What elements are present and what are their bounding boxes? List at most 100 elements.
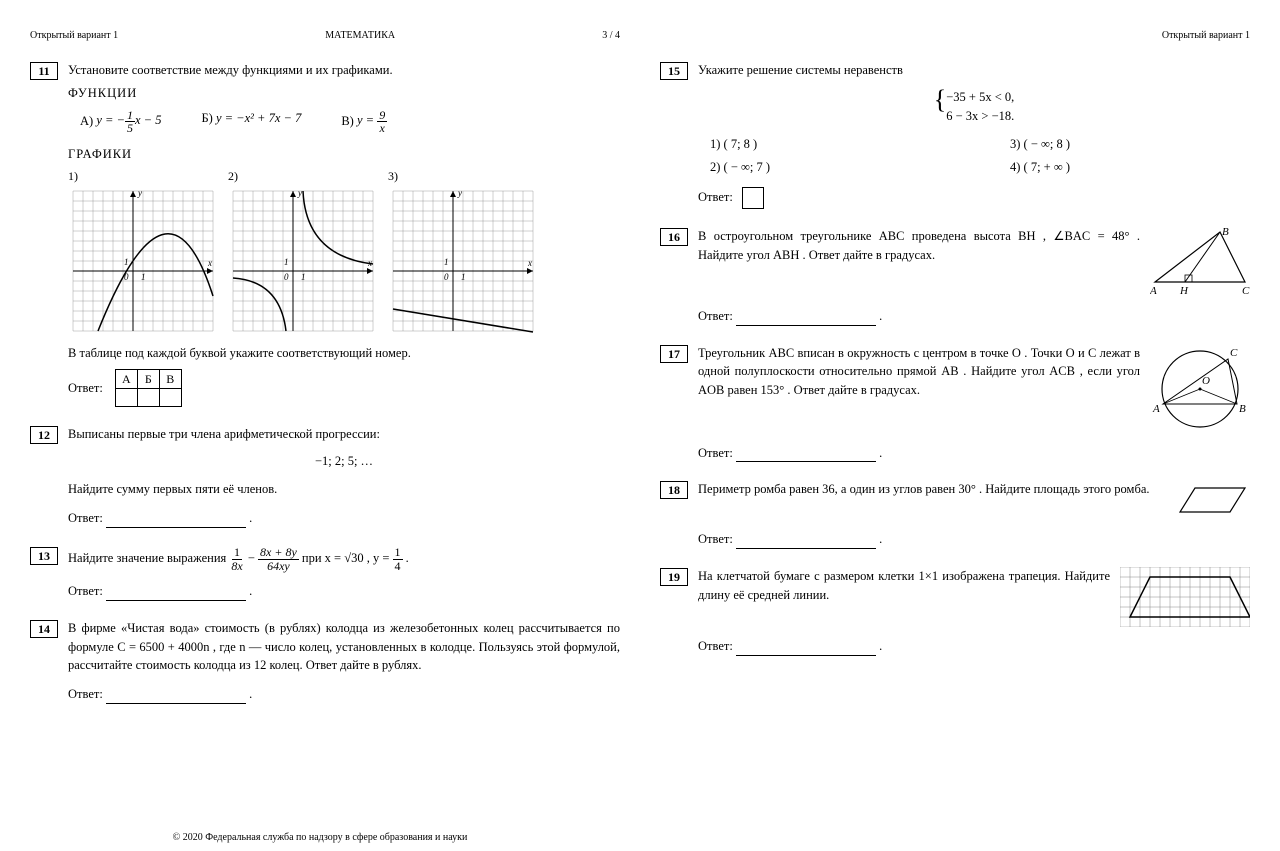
p14-text: В фирме «Чистая вода» стоимость (в рубля… <box>68 619 620 675</box>
answer-blank[interactable] <box>106 692 246 704</box>
f3n: 1 <box>393 546 403 560</box>
p15-answer: Ответ: <box>698 187 1250 209</box>
fV-label: В) <box>341 113 354 127</box>
problem-number: 12 <box>30 426 58 444</box>
svg-text:1: 1 <box>444 257 449 267</box>
answer-label: Ответ: <box>68 511 103 525</box>
p18-answer: Ответ: . <box>698 530 1250 549</box>
graph-2-svg: 0 1 1 x y <box>228 186 378 336</box>
problem-body: В остроугольном треугольнике ABC проведе… <box>698 227 1250 326</box>
f1n: 1 <box>232 546 242 560</box>
svg-text:1: 1 <box>124 257 129 267</box>
problem-number: 19 <box>660 568 688 586</box>
opt-4: 4) ( 7; + ∞ ) <box>1010 158 1250 177</box>
p12-text2: Найдите сумму первых пяти её членов. <box>68 480 620 499</box>
p15-system: { −35 + 5x < 0, 6 − 3x > −18. <box>698 88 1250 126</box>
svg-text:x: x <box>527 258 532 268</box>
p16-figure: A H C B <box>1150 227 1250 297</box>
th-B: Б <box>137 369 159 388</box>
answer-label: Ответ: <box>698 309 733 323</box>
cell-A[interactable] <box>115 388 137 406</box>
problem-13: 13 Найдите значение выражения 18x − 8x +… <box>30 546 620 601</box>
graph-3-svg: 0 1 1 x y <box>388 186 538 336</box>
sys-line1: −35 + 5x < 0, <box>946 88 1014 107</box>
problem-body: Периметр ромба равен 36, а один из углов… <box>698 480 1250 549</box>
p17-figure: A B C O <box>1150 344 1250 434</box>
fV-n: 9 <box>377 109 387 123</box>
sys-line2: 6 − 3x > −18. <box>946 107 1014 126</box>
problem-number: 14 <box>30 620 58 638</box>
fV-eq: y = 9x <box>357 113 387 127</box>
p19-text: На клетчатой бумаге с размером клетки 1×… <box>698 567 1110 605</box>
answer-label: Ответ: <box>698 532 733 546</box>
p13-pre: Найдите значение выражения <box>68 551 229 565</box>
answer-blank[interactable] <box>736 537 876 549</box>
fA-d: 5 <box>125 122 135 135</box>
answer-blank[interactable] <box>106 589 246 601</box>
header-right: Открытый вариант 1 <box>660 30 1250 41</box>
cell-B[interactable] <box>137 388 159 406</box>
graph-3: 3) 0 1 1 x y <box>388 167 538 336</box>
p16-text: В остроугольном треугольнике ABC проведе… <box>698 227 1140 265</box>
p11-text: Установите соответствие между функциями … <box>68 61 620 80</box>
svg-text:1: 1 <box>141 272 146 282</box>
fA-eq: y = −15x − 5 <box>96 113 161 127</box>
svg-text:x: x <box>207 258 212 268</box>
svg-text:1: 1 <box>284 257 289 267</box>
brace-icon: { <box>934 88 946 126</box>
opt-2: 2) ( − ∞; 7 ) <box>710 158 950 177</box>
problem-body: Укажите решение системы неравенств { −35… <box>698 61 1250 209</box>
f1d: 8x <box>229 560 244 573</box>
answer-blank[interactable] <box>106 516 246 528</box>
f3d: 4 <box>393 560 403 573</box>
p19-figure <box>1120 567 1250 627</box>
answer-blank[interactable] <box>736 644 876 656</box>
svg-text:y: y <box>297 188 302 198</box>
f-A: А) y = −15x − 5 <box>80 109 161 135</box>
p17-text: Треугольник ABC вписан в окружность с це… <box>698 344 1140 400</box>
p11-graph-heading: ГРАФИКИ <box>68 145 620 164</box>
cell-V[interactable] <box>159 388 181 406</box>
right-column: Открытый вариант 1 15 Укажите решение си… <box>660 30 1250 722</box>
f-B: Б) y = −x² + 7x − 7 <box>201 109 301 135</box>
problem-12: 12 Выписаны первые три члена арифметичес… <box>30 425 620 528</box>
answer-blank[interactable] <box>736 314 876 326</box>
fA-n: 1 <box>125 109 135 123</box>
header-variant: Открытый вариант 1 <box>30 30 118 41</box>
lab-A: A <box>1150 285 1157 297</box>
problem-16: 16 В остроугольном треугольнике ABC пров… <box>660 227 1250 326</box>
p13-dot: . <box>406 551 409 565</box>
answer-box[interactable] <box>742 187 764 209</box>
answer-label: Ответ: <box>698 446 733 460</box>
problem-body: Найдите значение выражения 18x − 8x + 8y… <box>68 546 620 601</box>
abv-table: А Б В <box>115 369 182 407</box>
p11-func-heading: ФУНКЦИИ <box>68 84 620 103</box>
problem-number: 13 <box>30 547 58 565</box>
problem-11: 1 1 Установите соответствие между функция… <box>30 61 620 407</box>
answer-label: Ответ: <box>68 584 103 598</box>
p13-minus: − <box>248 551 258 565</box>
p16-answer: Ответ: . <box>698 307 1250 326</box>
p17-answer: Ответ: . <box>698 444 1250 463</box>
answer-blank[interactable] <box>736 450 876 462</box>
graph-1: 1) 0 1 1 <box>68 167 218 336</box>
p15-text: Укажите решение системы неравенств <box>698 61 1250 80</box>
g2-label: 2) <box>228 169 238 183</box>
p13-mid: при x = √30 , y = <box>302 551 393 565</box>
p15-options: 1) ( 7; 8 ) 3) ( − ∞; 8 ) 2) ( − ∞; 7 ) … <box>710 135 1250 177</box>
f2n: 8x + 8y <box>258 546 299 560</box>
graph-1-svg: 0 1 1 x y <box>68 186 218 336</box>
p11-formulas: А) y = −15x − 5 Б) y = −x² + 7x − 7 В) y… <box>80 109 620 135</box>
p13-text: Найдите значение выражения 18x − 8x + 8y… <box>68 546 620 572</box>
f-V: В) y = 9x <box>341 109 387 135</box>
problem-number: 15 <box>660 62 688 80</box>
th-V: В <box>159 369 181 388</box>
problem-body: Установите соответствие между функциями … <box>68 61 620 407</box>
opt-1: 1) ( 7; 8 ) <box>710 135 950 154</box>
graph-2: 2) 0 1 1 x y <box>228 167 378 336</box>
answer-label: Ответ: <box>68 687 103 701</box>
problem-18: 18 Периметр ромба равен 36, а один из уг… <box>660 480 1250 549</box>
problem-17: 17 Треугольник ABC вписан в окружность с… <box>660 344 1250 463</box>
svg-text:y: y <box>457 188 462 198</box>
lab-B: B <box>1222 227 1229 238</box>
